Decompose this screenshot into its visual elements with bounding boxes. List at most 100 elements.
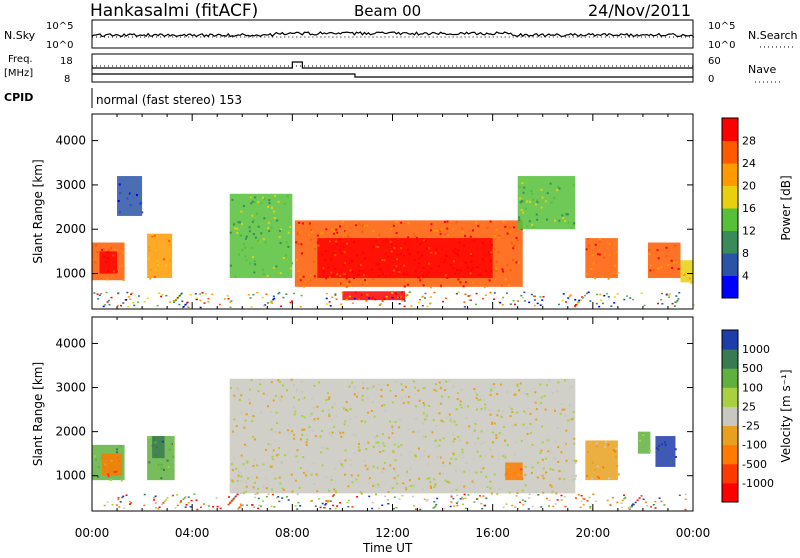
velocity-speckle bbox=[161, 440, 164, 443]
velocity-speckle bbox=[551, 489, 554, 492]
power-low-speckle bbox=[522, 296, 525, 299]
power-speckle bbox=[690, 281, 693, 284]
velocity-low-speckle bbox=[398, 498, 401, 500]
velocity-speckle bbox=[382, 449, 385, 452]
power-speckle bbox=[406, 273, 409, 276]
power-speckle bbox=[257, 201, 260, 204]
velocity-speckle bbox=[442, 464, 445, 467]
power-low-speckle bbox=[261, 296, 264, 299]
power-speckle bbox=[334, 240, 337, 243]
power-low-speckle bbox=[574, 305, 577, 308]
power-speckle bbox=[252, 218, 255, 221]
power-speckle bbox=[107, 249, 110, 252]
power-speckle bbox=[518, 216, 521, 219]
velocity-speckle bbox=[431, 431, 434, 434]
velocity-speckle bbox=[467, 405, 470, 408]
power-speckle bbox=[392, 269, 395, 272]
velocity-speckle bbox=[386, 384, 389, 387]
power-colorbar-swatch bbox=[722, 253, 738, 276]
power-speckle bbox=[521, 200, 524, 203]
velocity-speckle bbox=[482, 399, 485, 402]
velocity-speckle bbox=[338, 460, 341, 463]
velocity-speckle bbox=[160, 467, 163, 470]
velocity-speckle bbox=[485, 475, 488, 478]
velocity-speckle bbox=[460, 406, 463, 409]
velocity-low-speckle bbox=[646, 504, 649, 507]
velocity-speckle bbox=[414, 381, 417, 384]
velocity-speckle bbox=[497, 458, 500, 461]
power-speckle bbox=[414, 270, 417, 273]
velocity-speckle bbox=[648, 449, 651, 452]
power-speckle bbox=[130, 192, 133, 195]
velocity-speckle bbox=[503, 454, 506, 457]
power-low-speckle bbox=[348, 295, 351, 298]
velocity-speckle bbox=[257, 390, 260, 393]
velocity-speckle bbox=[506, 391, 509, 394]
velocity-speckle bbox=[456, 392, 459, 395]
velocity-speckle bbox=[455, 408, 458, 411]
power-low-speckle bbox=[195, 298, 198, 301]
velocity-speckle bbox=[607, 443, 610, 446]
velocity-low-speckle bbox=[254, 493, 257, 496]
power-speckle bbox=[125, 213, 128, 216]
velocity-speckle bbox=[404, 385, 407, 388]
power-low-speckle bbox=[623, 298, 626, 301]
velocity-low-speckle bbox=[616, 501, 619, 504]
velocity-speckle bbox=[408, 450, 411, 453]
velocity-colorbar-tick: 1000 bbox=[742, 343, 770, 356]
power-speckle bbox=[297, 242, 300, 245]
velocity-low-speckle bbox=[228, 496, 231, 498]
velocity-speckle bbox=[570, 418, 573, 421]
power-speckle bbox=[393, 246, 396, 249]
velocity-speckle bbox=[325, 399, 328, 402]
power-low-speckle bbox=[523, 291, 526, 294]
velocity-low-speckle bbox=[433, 506, 436, 509]
velocity-speckle bbox=[466, 441, 469, 444]
velocity-speckle bbox=[314, 435, 317, 438]
velocity-low-speckle bbox=[185, 504, 188, 506]
velocity-low-speckle bbox=[157, 507, 160, 510]
velocity-speckle bbox=[305, 441, 308, 444]
velocity-speckle bbox=[271, 488, 274, 491]
power-speckle bbox=[528, 220, 531, 223]
velocity-low-speckle bbox=[161, 503, 164, 506]
power-speckle bbox=[376, 237, 379, 240]
power-speckle bbox=[236, 227, 239, 230]
power-speckle bbox=[536, 199, 539, 202]
velocity-speckle bbox=[252, 464, 255, 467]
velocity-speckle bbox=[380, 388, 383, 391]
power-speckle bbox=[509, 230, 512, 233]
power-speckle bbox=[155, 249, 158, 252]
power-speckle bbox=[129, 192, 132, 195]
velocity-speckle bbox=[267, 443, 270, 446]
power-low-speckle bbox=[569, 294, 572, 296]
power-low-speckle bbox=[256, 292, 259, 294]
power-speckle bbox=[452, 228, 455, 231]
velocity-speckle bbox=[423, 455, 426, 458]
velocity-low-speckle bbox=[432, 507, 435, 509]
velocity-speckle bbox=[489, 393, 492, 396]
power-speckle bbox=[342, 263, 345, 266]
velocity-low-speckle bbox=[239, 506, 242, 508]
velocity-speckle bbox=[259, 411, 262, 414]
velocity-low-speckle bbox=[514, 506, 517, 508]
power-speckle bbox=[493, 248, 496, 251]
velocity-speckle bbox=[474, 391, 477, 394]
velocity-speckle bbox=[375, 441, 378, 444]
power-speckle bbox=[395, 232, 398, 235]
velocity-speckle bbox=[438, 444, 441, 447]
power-speckle bbox=[521, 182, 524, 185]
velocity-low-speckle bbox=[621, 506, 624, 509]
velocity-low-speckle bbox=[111, 504, 114, 506]
velocity-speckle bbox=[495, 434, 498, 437]
power-low-speckle bbox=[402, 298, 405, 301]
velocity-speckle bbox=[463, 470, 466, 473]
velocity-speckle bbox=[475, 393, 478, 396]
velocity-speckle bbox=[396, 482, 399, 485]
power-colorbar-swatch bbox=[722, 185, 738, 209]
power-speckle bbox=[452, 250, 455, 253]
velocity-speckle bbox=[418, 477, 421, 480]
velocity-low-speckle bbox=[579, 506, 582, 509]
power-speckle bbox=[565, 213, 568, 216]
power-speckle bbox=[347, 235, 350, 238]
